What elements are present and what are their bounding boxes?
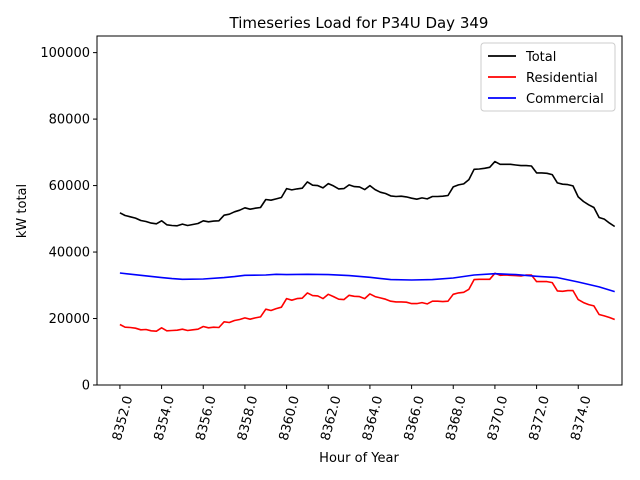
series-line-total: [119, 160, 616, 228]
series-layer: [119, 160, 616, 333]
plot-frame: [96, 35, 623, 386]
legend: Total Residential Commercial: [480, 42, 616, 112]
y-tick-label: 0: [82, 379, 90, 394]
y-tick-label: 100000: [40, 46, 90, 61]
legend-box: [480, 42, 616, 112]
x-axis-label: Hour of Year: [319, 451, 399, 466]
legend-label-commercial: Commercial: [526, 92, 604, 107]
y-tick-label: 20000: [49, 312, 90, 327]
y-axis: 0 20000 40000 60000 80000 100000: [40, 46, 97, 394]
y-tick-label: 40000: [49, 246, 90, 261]
y-axis-label: kW total: [15, 184, 30, 238]
y-tick-label: 60000: [49, 179, 90, 194]
legend-label-total: Total: [525, 50, 556, 65]
series-line-commercial: [119, 272, 615, 293]
chart-title: Timeseries Load for P34U Day 349: [229, 14, 489, 32]
legend-label-residential: Residential: [526, 71, 598, 86]
y-tick-label: 80000: [49, 113, 90, 128]
